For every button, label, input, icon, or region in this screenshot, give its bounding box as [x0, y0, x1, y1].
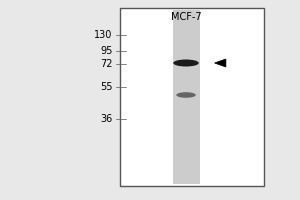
Bar [172, 10, 200, 184]
Text: 72: 72 [100, 59, 112, 69]
Text: 36: 36 [100, 114, 112, 124]
Ellipse shape [173, 60, 199, 66]
Bar [120, 8, 264, 186]
Text: 55: 55 [100, 82, 112, 92]
Polygon shape [214, 59, 226, 67]
Text: MCF-7: MCF-7 [171, 12, 201, 22]
Text: 130: 130 [94, 30, 112, 40]
Ellipse shape [176, 92, 196, 98]
Text: 95: 95 [100, 46, 112, 56]
